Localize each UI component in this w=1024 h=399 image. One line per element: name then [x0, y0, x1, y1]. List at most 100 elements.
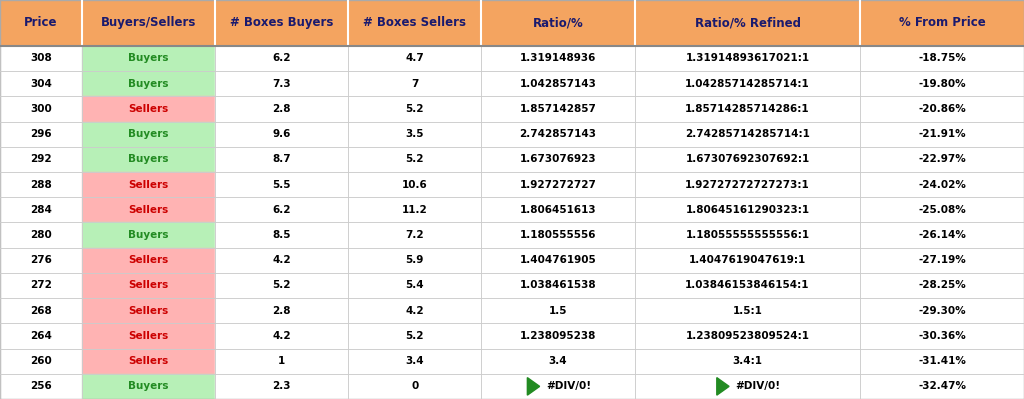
Text: 1.238095238: 1.238095238 [520, 331, 596, 341]
Bar [860, 197, 1024, 222]
Bar [0, 349, 82, 374]
Text: 3.4:1: 3.4:1 [732, 356, 763, 366]
Bar [348, 172, 481, 197]
Bar [82, 323, 215, 349]
Bar [860, 0, 1024, 46]
Bar [348, 46, 481, 71]
Text: 7: 7 [411, 79, 419, 89]
Text: 1: 1 [278, 356, 286, 366]
Text: 268: 268 [30, 306, 52, 316]
Bar [481, 248, 635, 273]
Text: 1.806451613: 1.806451613 [520, 205, 596, 215]
Text: Buyers: Buyers [128, 79, 169, 89]
Text: 256: 256 [30, 381, 52, 391]
Bar [860, 298, 1024, 323]
Text: 292: 292 [30, 154, 52, 164]
Text: 1.67307692307692:1: 1.67307692307692:1 [685, 154, 810, 164]
Bar [0, 223, 82, 248]
Polygon shape [717, 377, 729, 395]
Text: Sellers: Sellers [128, 255, 169, 265]
Text: -21.91%: -21.91% [919, 129, 966, 139]
Text: 6.2: 6.2 [272, 53, 291, 63]
Bar [860, 71, 1024, 96]
Bar [635, 147, 860, 172]
Bar [0, 298, 82, 323]
Bar [0, 197, 82, 222]
Text: -31.41%: -31.41% [919, 356, 966, 366]
Bar [635, 0, 860, 46]
Bar [82, 374, 215, 399]
Bar [481, 172, 635, 197]
Text: 1.5:1: 1.5:1 [732, 306, 763, 316]
Bar [481, 96, 635, 122]
Text: 1.927272727: 1.927272727 [519, 180, 597, 190]
Text: 1.038461538: 1.038461538 [520, 280, 596, 290]
Text: 2.74285714285714:1: 2.74285714285714:1 [685, 129, 810, 139]
Bar [215, 298, 348, 323]
Bar [635, 197, 860, 222]
Text: 5.2: 5.2 [406, 331, 424, 341]
Text: -22.97%: -22.97% [919, 154, 966, 164]
Bar [82, 197, 215, 222]
Text: Buyers: Buyers [128, 381, 169, 391]
Bar [635, 349, 860, 374]
Bar [635, 71, 860, 96]
Bar [635, 248, 860, 273]
Text: 9.6: 9.6 [272, 129, 291, 139]
Bar [215, 349, 348, 374]
Bar [215, 323, 348, 349]
Bar [860, 248, 1024, 273]
Bar [0, 71, 82, 96]
Text: -29.30%: -29.30% [919, 306, 966, 316]
Bar [215, 71, 348, 96]
Text: 8.5: 8.5 [272, 230, 291, 240]
Text: Buyers: Buyers [128, 53, 169, 63]
Text: Sellers: Sellers [128, 306, 169, 316]
Text: 1.319148936: 1.319148936 [520, 53, 596, 63]
Text: 3.4: 3.4 [406, 356, 424, 366]
Text: Sellers: Sellers [128, 180, 169, 190]
Bar [635, 122, 860, 147]
Text: 1.04285714285714:1: 1.04285714285714:1 [685, 79, 810, 89]
Text: Sellers: Sellers [128, 280, 169, 290]
Bar [348, 197, 481, 222]
Text: 5.4: 5.4 [406, 280, 424, 290]
Bar [635, 374, 860, 399]
Bar [860, 122, 1024, 147]
Bar [635, 172, 860, 197]
Bar [348, 273, 481, 298]
Bar [215, 223, 348, 248]
Text: 8.7: 8.7 [272, 154, 291, 164]
Bar [348, 96, 481, 122]
Text: 308: 308 [30, 53, 52, 63]
Bar [215, 374, 348, 399]
Text: 10.6: 10.6 [401, 180, 428, 190]
Bar [860, 46, 1024, 71]
Text: -30.36%: -30.36% [919, 331, 966, 341]
Bar [82, 122, 215, 147]
Text: 1.5: 1.5 [549, 306, 567, 316]
Text: 1.80645161290323:1: 1.80645161290323:1 [685, 205, 810, 215]
Bar [82, 0, 215, 46]
Text: 1.92727272727273:1: 1.92727272727273:1 [685, 180, 810, 190]
Bar [348, 248, 481, 273]
Text: 1.180555556: 1.180555556 [520, 230, 596, 240]
Text: Buyers: Buyers [128, 154, 169, 164]
Text: 1.857142857: 1.857142857 [519, 104, 597, 114]
Text: -24.02%: -24.02% [919, 180, 966, 190]
Bar [348, 323, 481, 349]
Bar [348, 374, 481, 399]
Bar [860, 349, 1024, 374]
Bar [481, 374, 635, 399]
Bar [481, 298, 635, 323]
Text: 4.2: 4.2 [272, 331, 291, 341]
Bar [0, 248, 82, 273]
Text: -19.80%: -19.80% [919, 79, 966, 89]
Text: -32.47%: -32.47% [919, 381, 966, 391]
Text: 2.742857143: 2.742857143 [519, 129, 597, 139]
Bar [0, 172, 82, 197]
Text: Buyers: Buyers [128, 230, 169, 240]
Bar [215, 96, 348, 122]
Text: #DIV/0!: #DIV/0! [546, 381, 591, 391]
Bar [635, 46, 860, 71]
